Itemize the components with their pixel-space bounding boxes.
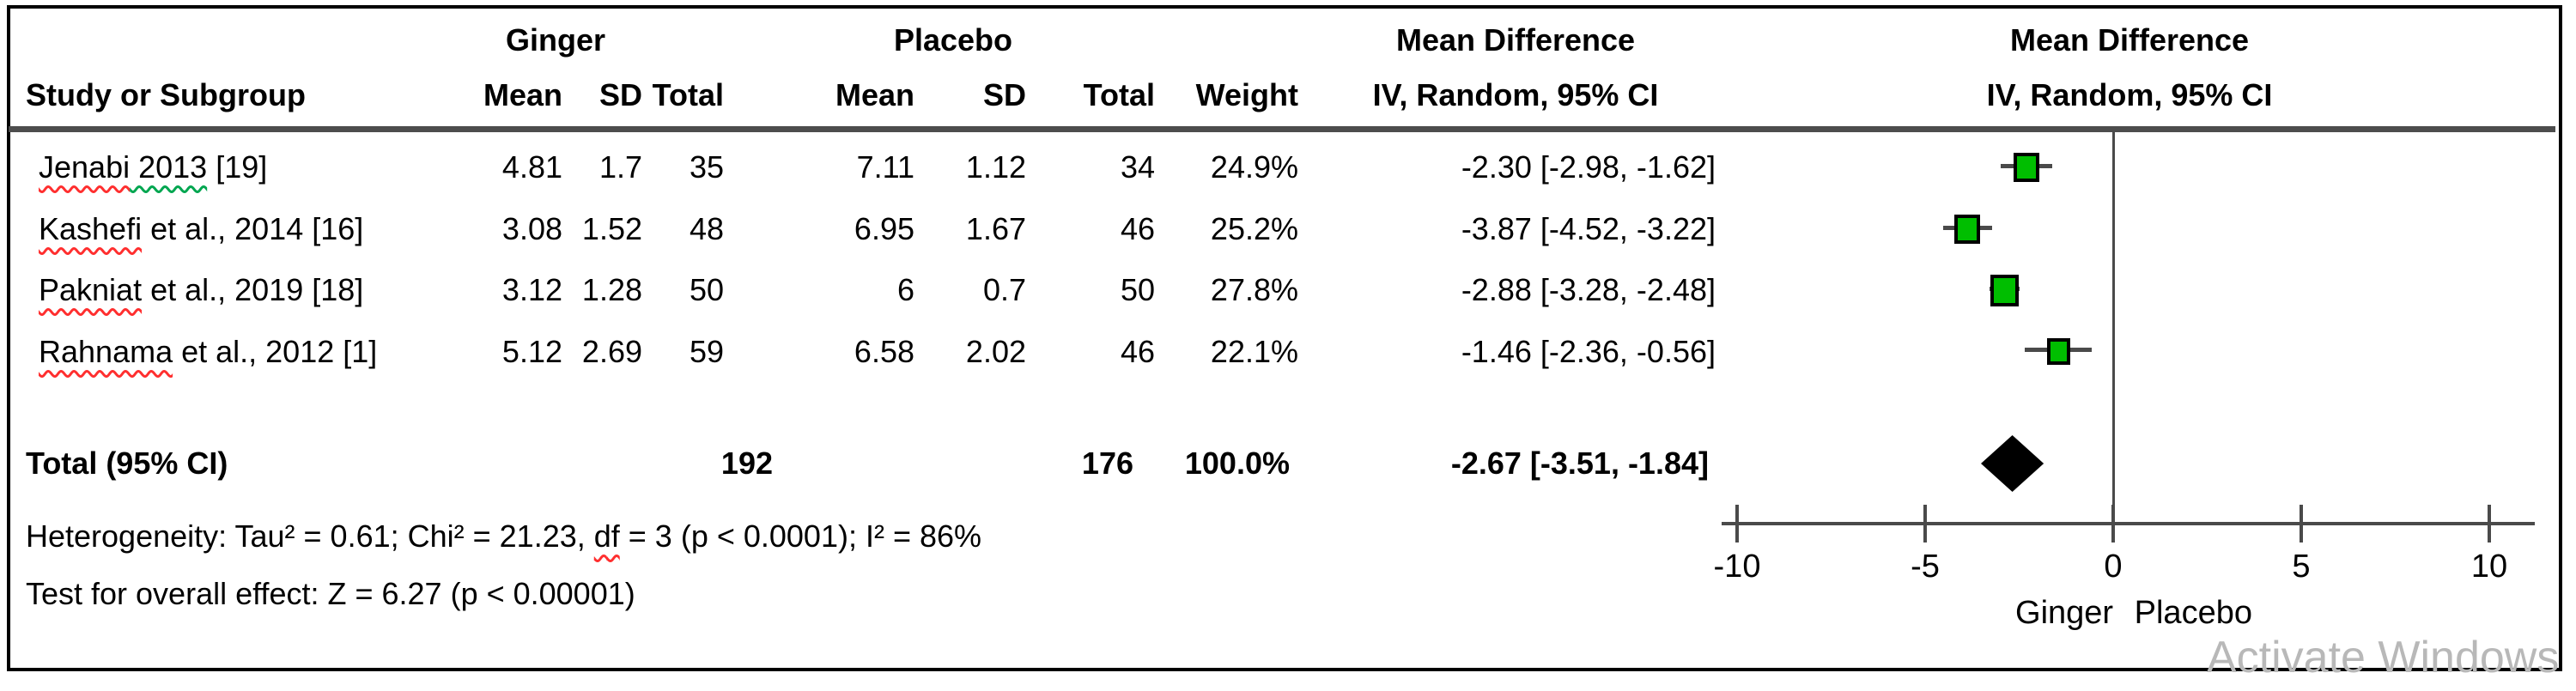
ginger-total: 50 bbox=[689, 272, 724, 307]
weight-value: 22.1% bbox=[1210, 334, 1298, 369]
ginger-sd: 2.69 bbox=[581, 334, 642, 369]
x-axis-tick bbox=[1735, 505, 1739, 542]
placebo-sd: 0.7 bbox=[982, 272, 1026, 307]
ginger-sd: 1.28 bbox=[581, 272, 642, 307]
x-axis-line bbox=[1722, 522, 2535, 525]
study-name: Kashefi bbox=[39, 211, 143, 246]
x-axis-tick bbox=[2111, 505, 2115, 542]
effect-square-marker bbox=[2014, 153, 2040, 182]
study-ref: et al., 2019 [18] bbox=[142, 272, 364, 307]
md-ci-value: -2.88 [-3.28, -2.48] bbox=[1461, 272, 1716, 307]
effect-square-marker bbox=[1990, 274, 2020, 306]
study-name: Pakniat bbox=[39, 272, 143, 307]
total-placebo-n: 176 bbox=[1081, 446, 1133, 481]
md-column-header-line1: Mean Difference bbox=[1395, 22, 1636, 58]
ginger-sd-header: SD bbox=[598, 77, 642, 112]
placebo-total-header: Total bbox=[1083, 77, 1155, 112]
placebo-total: 34 bbox=[1120, 149, 1155, 185]
ginger-sd: 1.52 bbox=[581, 211, 642, 246]
md-ci-value: -2.30 [-2.98, -1.62] bbox=[1461, 149, 1716, 185]
forest-plot-frame bbox=[7, 5, 2562, 671]
ginger-mean: 5.12 bbox=[501, 334, 562, 369]
placebo-sd: 1.12 bbox=[965, 149, 1026, 185]
overall-effect-line: Test for overall effect: Z = 6.27 (p < 0… bbox=[26, 576, 635, 611]
ginger-sd: 1.7 bbox=[598, 149, 642, 185]
header-separator-line bbox=[9, 126, 2555, 132]
md-column-header-line2: IV, Random, 95% CI bbox=[1372, 77, 1659, 112]
x-axis-tick-label: 5 bbox=[2292, 549, 2311, 585]
placebo-sd: 2.02 bbox=[965, 334, 1026, 369]
activate-windows-watermark: Activate Windows bbox=[2207, 633, 2560, 682]
ginger-total: 48 bbox=[689, 211, 724, 246]
placebo-mean: 6 bbox=[896, 272, 914, 307]
ginger-mean: 3.12 bbox=[501, 272, 562, 307]
placebo-total: 46 bbox=[1120, 334, 1155, 369]
total-diamond bbox=[1981, 435, 2044, 492]
ginger-total: 35 bbox=[689, 149, 724, 185]
study-name: Jenabi bbox=[39, 149, 131, 185]
study-name: Rahnama bbox=[39, 334, 173, 369]
ginger-mean: 3.08 bbox=[501, 211, 562, 246]
ginger-mean-header: Mean bbox=[483, 77, 562, 112]
x-axis-tick-label: 0 bbox=[2104, 549, 2123, 585]
study-ref: et al., 2012 [1] bbox=[173, 334, 378, 369]
placebo-mean: 7.11 bbox=[856, 149, 914, 185]
total-weight: 100.0% bbox=[1184, 446, 1290, 481]
study-label: Kashefi et al., 2014 [16] bbox=[39, 208, 363, 251]
heterogeneity-text-end: = 3 (p < 0.0001); I² = 86% bbox=[619, 518, 982, 554]
x-axis-tick-label: -5 bbox=[1911, 549, 1940, 585]
weight-header: Weight bbox=[1195, 77, 1298, 112]
x-axis-tick bbox=[2488, 505, 2491, 542]
study-label: Pakniat et al., 2019 [18] bbox=[39, 269, 363, 312]
total-diamond-shape bbox=[1981, 435, 2044, 492]
md-ci-value: -1.46 [-2.36, -0.56] bbox=[1461, 334, 1716, 369]
study-ref: et al., 2014 [16] bbox=[142, 211, 364, 246]
placebo-sd-header: SD bbox=[982, 77, 1026, 112]
weight-value: 27.8% bbox=[1210, 272, 1298, 307]
placebo-total: 50 bbox=[1120, 272, 1155, 307]
x-axis-tick-label: -10 bbox=[1713, 549, 1761, 585]
study-column-header: Study or Subgroup bbox=[26, 77, 306, 112]
total-ginger-n: 192 bbox=[720, 446, 773, 481]
study-label: Rahnama et al., 2012 [1] bbox=[39, 330, 377, 373]
group1-header: Ginger bbox=[505, 22, 605, 58]
placebo-mean: 6.95 bbox=[854, 211, 914, 246]
heterogeneity-line: Heterogeneity: Tau² = 0.61; Chi² = 21.23… bbox=[26, 515, 981, 558]
zero-effect-line bbox=[2112, 132, 2115, 524]
weight-value: 24.9% bbox=[1210, 149, 1298, 185]
group2-header: Placebo bbox=[893, 22, 1013, 58]
x-axis-tick-label: 10 bbox=[2470, 549, 2508, 585]
total-md-ci: -2.67 [-3.51, -1.84] bbox=[1450, 446, 1709, 481]
heterogeneity-text: Heterogeneity: Tau² = 0.61; Chi² = 21.23… bbox=[26, 518, 594, 554]
ginger-total: 59 bbox=[689, 334, 724, 369]
effect-square-marker bbox=[1954, 215, 1981, 244]
heterogeneity-df: df bbox=[593, 518, 620, 554]
study-year: 2013 bbox=[130, 149, 208, 185]
x-axis-tick bbox=[1923, 505, 1927, 542]
ginger-total-header: Total bbox=[652, 77, 724, 112]
total-label: Total (95% CI) bbox=[26, 446, 228, 481]
study-label: Jenabi 2013 [19] bbox=[39, 146, 267, 189]
md-plot-header-line2: IV, Random, 95% CI bbox=[1986, 77, 2273, 112]
effect-square-marker bbox=[2046, 337, 2070, 365]
x-axis-tick bbox=[2300, 505, 2303, 542]
placebo-mean-header: Mean bbox=[835, 77, 914, 112]
favours-labels: Ginger Placebo bbox=[2015, 595, 2252, 631]
placebo-mean: 6.58 bbox=[854, 334, 914, 369]
placebo-sd: 1.67 bbox=[965, 211, 1026, 246]
ginger-mean: 4.81 bbox=[501, 149, 562, 185]
md-ci-value: -3.87 [-4.52, -3.22] bbox=[1461, 211, 1716, 246]
md-plot-header-line1: Mean Difference bbox=[2009, 22, 2250, 58]
study-ref: [19] bbox=[207, 149, 268, 185]
weight-value: 25.2% bbox=[1210, 211, 1298, 246]
placebo-total: 46 bbox=[1120, 211, 1155, 246]
